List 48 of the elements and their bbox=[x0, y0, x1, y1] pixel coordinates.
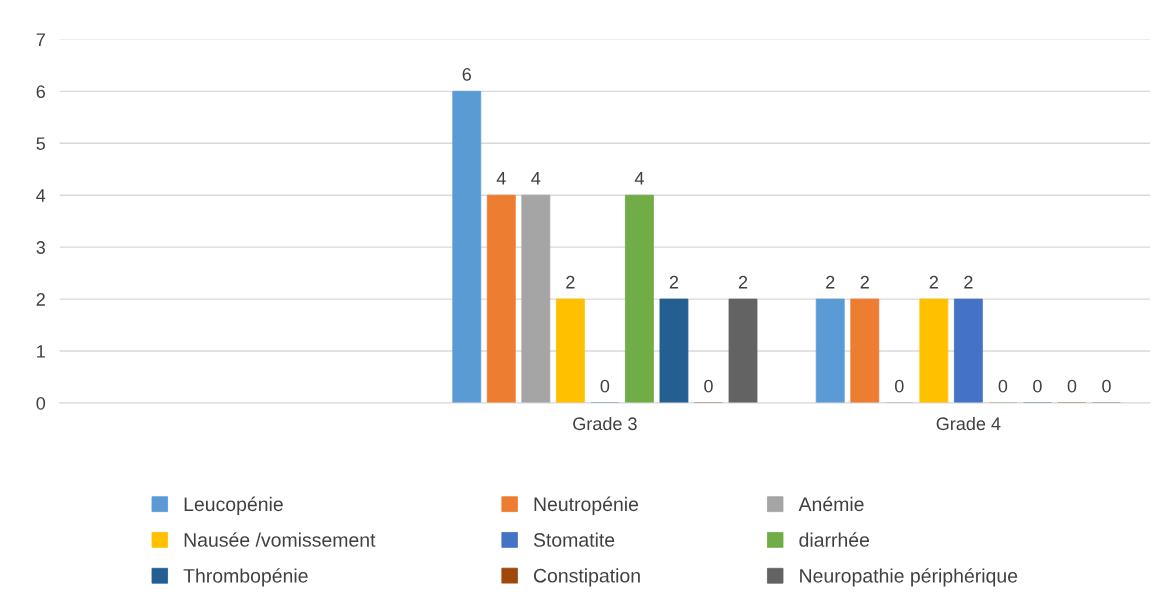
legend-label: Nausée /vomissement bbox=[184, 532, 376, 547]
x-tick-label: Grade 3 bbox=[573, 416, 637, 431]
bar bbox=[728, 298, 758, 403]
data-label: 2 bbox=[669, 275, 679, 289]
data-label: 0 bbox=[894, 379, 904, 393]
y-tick-label: 7 bbox=[36, 33, 45, 46]
bar bbox=[953, 298, 983, 403]
legend-label: Neuropathie périphérique bbox=[800, 568, 1018, 587]
data-label: 2 bbox=[860, 275, 869, 289]
data-label: 0 bbox=[1102, 379, 1111, 393]
legend-label: Neutropénie bbox=[534, 496, 639, 515]
data-label: 4 bbox=[634, 172, 644, 185]
legend-label: Constipation bbox=[533, 568, 640, 587]
bar bbox=[452, 90, 482, 403]
legend-label: Thrombopénie bbox=[183, 568, 308, 587]
data-label: 2 bbox=[738, 275, 748, 289]
y-tick-label: 1 bbox=[37, 345, 45, 358]
bar bbox=[521, 194, 551, 403]
legend-label: Leucopénie bbox=[184, 496, 283, 515]
data-label: 2 bbox=[964, 275, 973, 289]
legend-label: Stomatite bbox=[533, 532, 615, 547]
data-label: 6 bbox=[462, 68, 471, 81]
bar bbox=[815, 298, 845, 403]
data-label: 0 bbox=[1067, 379, 1077, 393]
data-label: 0 bbox=[600, 379, 610, 393]
x-tick-label: Grade 4 bbox=[936, 416, 1001, 431]
data-label: 2 bbox=[566, 275, 575, 289]
bar bbox=[850, 298, 880, 403]
legend-label: diarrhée bbox=[799, 532, 870, 547]
legend-label: Anémie bbox=[798, 496, 864, 512]
data-label: 2 bbox=[826, 275, 835, 289]
data-label: 0 bbox=[998, 379, 1008, 393]
bar bbox=[659, 298, 689, 403]
y-tick-label: 0 bbox=[36, 396, 46, 410]
y-tick-label: 4 bbox=[36, 189, 46, 202]
bar bbox=[919, 298, 949, 403]
bar bbox=[486, 194, 516, 403]
y-tick-label: 5 bbox=[36, 137, 46, 150]
data-label: 4 bbox=[496, 172, 506, 185]
data-label: 2 bbox=[929, 275, 938, 289]
y-tick-label: 6 bbox=[36, 85, 45, 99]
data-label: 0 bbox=[1033, 379, 1042, 393]
data-label: 0 bbox=[704, 379, 713, 393]
y-tick-label: 3 bbox=[36, 241, 45, 254]
y-tick-label: 2 bbox=[36, 293, 45, 306]
bar bbox=[555, 298, 585, 403]
data-label: 4 bbox=[531, 172, 541, 185]
bar bbox=[625, 194, 654, 403]
